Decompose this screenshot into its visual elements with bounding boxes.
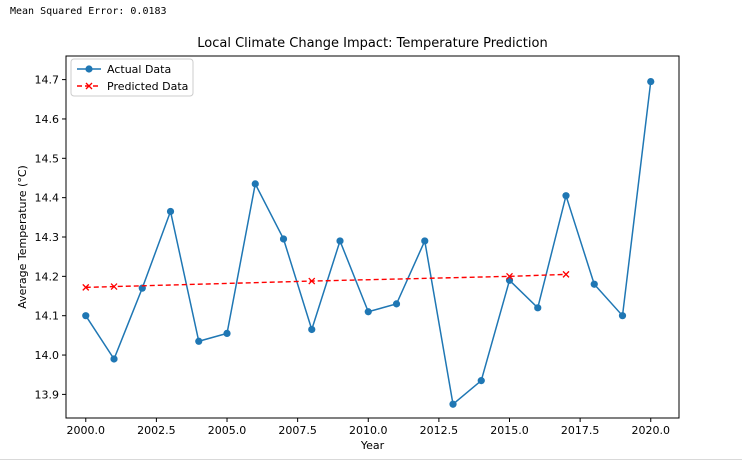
y-tick-label: 14.5 — [35, 152, 60, 165]
predicted-data-point — [506, 272, 513, 280]
actual-data-point — [449, 400, 457, 408]
actual-data-point — [505, 276, 514, 284]
x-tick-label: 2020.0 — [632, 424, 671, 437]
y-tick-label: 14.0 — [35, 349, 60, 362]
actual-data-point — [166, 207, 175, 216]
y-tick-label: 14.7 — [35, 74, 60, 87]
actual-data-point — [618, 312, 627, 320]
y-tick-label: 14.2 — [35, 270, 60, 283]
series-predicted-data — [82, 270, 570, 291]
legend-marker — [85, 65, 93, 73]
actual-data-point — [336, 237, 344, 245]
legend-box — [70, 58, 194, 97]
actual-data-point — [477, 377, 485, 385]
actual-data-point — [392, 300, 401, 308]
y-tick-label: 14.4 — [35, 192, 60, 205]
actual-data-point — [647, 77, 655, 86]
predicted-data-point — [308, 277, 316, 285]
actual-data-point — [195, 337, 203, 345]
actual-data-point — [590, 280, 598, 288]
actual-data-point — [251, 180, 259, 188]
plot-frame — [65, 55, 680, 419]
x-tick-label: 2015.0 — [490, 424, 529, 437]
legend-entry: Predicted Data — [77, 80, 188, 93]
actual-data-point — [308, 325, 316, 334]
x-tick-label: 2005.0 — [208, 424, 247, 437]
actual-data-point — [534, 304, 542, 312]
y-axis-label: Average Temperature (°C) — [16, 165, 29, 309]
predicted-data-point — [110, 283, 118, 291]
actual-data-point — [279, 235, 288, 243]
x-tick-label: 2002.5 — [137, 424, 176, 437]
x-tick-label: 2000.0 — [67, 424, 106, 437]
y-tick-label: 14.6 — [35, 113, 60, 126]
actual-data-point — [223, 329, 231, 338]
x-tick-label: 2007.5 — [278, 424, 317, 437]
output-divider — [0, 459, 742, 460]
actual-data-point — [562, 192, 570, 200]
chart-title: Local Climate Change Impact: Temperature… — [197, 36, 547, 51]
x-tick-label: 2010.0 — [349, 424, 388, 437]
x-tick-label: 2017.5 — [561, 424, 600, 437]
x-tick-label: 2012.5 — [420, 424, 459, 437]
predicted-data-point — [82, 283, 90, 291]
y-tick-label: 14.1 — [35, 310, 60, 323]
predicted-data-point — [562, 270, 570, 278]
legend-entry: Actual Data — [77, 63, 171, 76]
y-tick-label: 13.9 — [35, 388, 60, 401]
legend-label: Actual Data — [107, 63, 171, 76]
legend-marker — [85, 82, 93, 90]
actual-data-point — [364, 308, 372, 316]
x-axis-label: Year — [360, 439, 385, 452]
actual-data-line — [85, 81, 652, 406]
y-tick-label: 14.3 — [35, 231, 60, 244]
actual-data-point — [421, 237, 429, 245]
mse-output-text: Mean Squared Error: 0.0183 — [10, 6, 167, 17]
series-actual-data — [82, 77, 655, 408]
actual-data-point — [82, 312, 90, 320]
legend: Actual Data Predicted Data — [70, 58, 194, 97]
actual-data-point — [110, 355, 118, 363]
legend-label: Predicted Data — [107, 80, 188, 93]
